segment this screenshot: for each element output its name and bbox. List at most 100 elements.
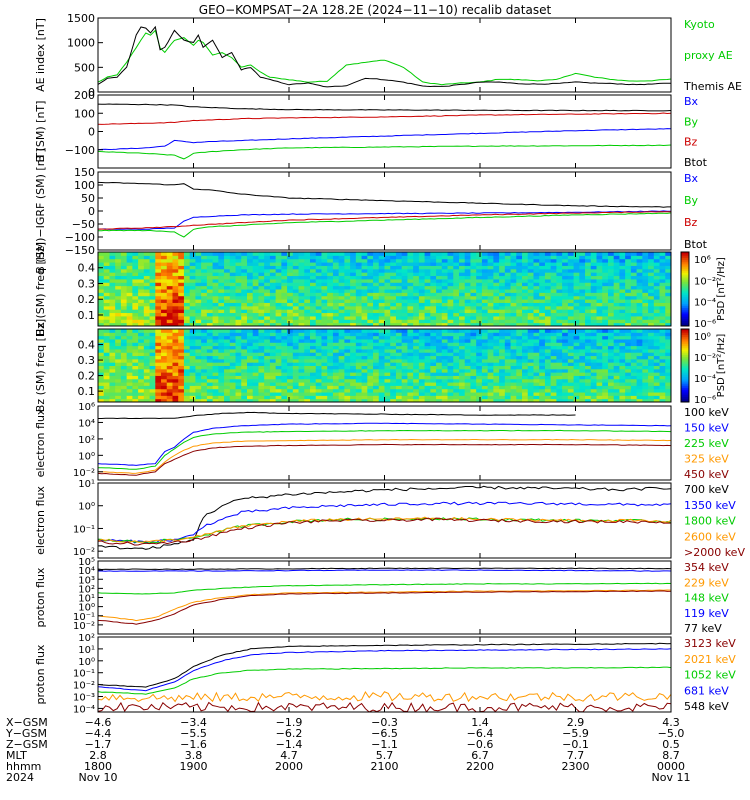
spectrogram-cell bbox=[522, 382, 529, 386]
spectrogram-cell bbox=[275, 358, 282, 363]
spectrogram-cell bbox=[481, 265, 489, 270]
spectrogram-cell bbox=[573, 272, 580, 277]
legend-entry: 148 keV bbox=[684, 592, 729, 605]
spectrogram-cell bbox=[401, 252, 408, 256]
spectrogram-cell bbox=[487, 258, 494, 263]
spectrogram-cell bbox=[527, 272, 534, 277]
spectrogram-cell bbox=[665, 312, 672, 317]
spectrogram-cell bbox=[275, 262, 282, 266]
spectrogram-cell bbox=[504, 315, 512, 320]
colorbar-segment bbox=[681, 329, 689, 332]
spectrogram-cell bbox=[212, 365, 219, 370]
spectrogram-cell bbox=[103, 278, 110, 283]
spectrogram-cell bbox=[470, 348, 477, 353]
spectrogram-cell bbox=[539, 329, 546, 333]
spectrogram-cell bbox=[401, 362, 408, 366]
spectrogram-cell bbox=[384, 309, 391, 314]
spectrogram-cell bbox=[453, 375, 460, 380]
spectrogram-cell bbox=[585, 395, 592, 400]
spectrogram-cell bbox=[373, 282, 380, 287]
spectrogram-cell bbox=[447, 352, 454, 357]
spectrogram-cell bbox=[527, 329, 534, 333]
spectrogram-cell bbox=[499, 372, 506, 376]
spectrogram-cell bbox=[183, 345, 191, 350]
spectrogram-cell bbox=[590, 368, 598, 373]
spectrogram-cell bbox=[161, 368, 168, 373]
spectrogram-cell bbox=[103, 375, 110, 380]
spectrogram-cell bbox=[143, 302, 151, 307]
spectrogram-cell bbox=[430, 392, 437, 396]
spectrogram-cell bbox=[395, 342, 403, 347]
spectrogram-cell bbox=[395, 265, 403, 270]
spectrogram-cell bbox=[550, 258, 557, 263]
spectrogram-cell bbox=[321, 299, 328, 303]
spectrogram-cell bbox=[407, 352, 414, 357]
spectrogram-cell bbox=[361, 285, 368, 290]
spectrogram-cell bbox=[556, 289, 563, 293]
spectrogram-cell bbox=[264, 262, 271, 266]
spectrogram-cell bbox=[241, 358, 248, 363]
spectrogram-cell bbox=[155, 345, 162, 350]
spectrogram-cell bbox=[562, 295, 569, 300]
spectrogram-cell bbox=[458, 315, 466, 320]
spectrogram-cell bbox=[143, 299, 151, 303]
spectrogram-cell bbox=[562, 335, 569, 340]
spectrogram-cell bbox=[252, 322, 259, 327]
spectrogram-cell bbox=[344, 315, 351, 320]
spectrogram-cell bbox=[224, 335, 231, 340]
y-tick-label: 0.3 bbox=[78, 277, 96, 290]
spectrogram-cell bbox=[327, 275, 334, 280]
spectrogram-cell bbox=[138, 309, 145, 314]
spectrogram-cell bbox=[527, 292, 534, 297]
spectrogram-cell bbox=[550, 388, 557, 393]
spectrogram-cell bbox=[138, 338, 145, 343]
spectrogram-cell bbox=[183, 315, 191, 320]
spectrogram-cell bbox=[143, 378, 151, 383]
spectrogram-cell bbox=[304, 282, 311, 287]
spectrogram-cell bbox=[550, 362, 557, 366]
spectrogram-cell bbox=[178, 368, 185, 373]
spectrogram-cell bbox=[539, 252, 546, 256]
spectrogram-cell bbox=[287, 335, 294, 340]
spectrogram-cell bbox=[458, 302, 466, 307]
spectrogram-cell bbox=[235, 382, 242, 386]
spectrogram-cell bbox=[630, 392, 638, 396]
spectrogram-cell bbox=[281, 395, 288, 400]
spectrogram-cell bbox=[235, 388, 242, 393]
spectrogram-cell bbox=[550, 352, 557, 357]
spectrogram-cell bbox=[642, 282, 649, 287]
spectrogram-cell bbox=[384, 255, 391, 260]
spectrogram-cell bbox=[178, 302, 185, 307]
spectrogram-cell bbox=[126, 295, 133, 300]
spectrogram-cell bbox=[453, 292, 460, 297]
spectrogram-cell bbox=[149, 258, 156, 263]
spectrogram-cell bbox=[590, 338, 598, 343]
spectrogram-cell bbox=[287, 348, 294, 353]
spectrogram-cell bbox=[544, 342, 552, 347]
spectrogram-cell bbox=[373, 348, 380, 353]
spectrogram-cell bbox=[332, 375, 340, 380]
spectrogram-cell bbox=[109, 329, 116, 333]
spectrogram-cell bbox=[378, 385, 385, 390]
spectrogram-cell bbox=[172, 278, 179, 283]
spectrogram-cell bbox=[332, 275, 340, 280]
spectrogram-cell bbox=[275, 275, 282, 280]
spectrogram-cell bbox=[642, 265, 649, 270]
spectrogram-cell bbox=[344, 278, 351, 283]
spectrogram-cell bbox=[579, 358, 586, 363]
spectrogram-cell bbox=[401, 285, 408, 290]
spectrogram-cell bbox=[224, 312, 231, 317]
spectrogram-cell bbox=[218, 319, 225, 324]
spectrogram-cell bbox=[212, 272, 219, 277]
spectrogram-cell bbox=[155, 299, 162, 303]
spectrogram-cell bbox=[344, 272, 351, 277]
spectrogram-cell bbox=[539, 335, 546, 340]
spectrogram-cell bbox=[665, 372, 672, 376]
spectrogram-cell bbox=[269, 392, 277, 396]
spectrogram-cell bbox=[344, 282, 351, 287]
spectrogram-cell bbox=[373, 358, 380, 363]
spectrogram-cell bbox=[648, 368, 655, 373]
spectrogram-cell bbox=[235, 265, 242, 270]
spectrogram-cell bbox=[218, 309, 225, 314]
spectrogram-cell bbox=[539, 365, 546, 370]
